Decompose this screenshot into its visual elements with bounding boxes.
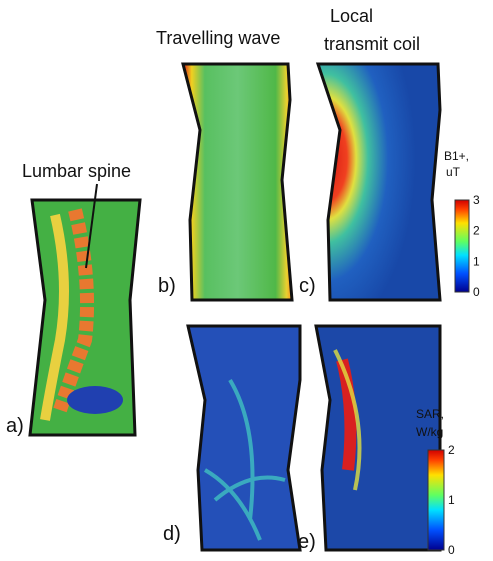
annotation: Lumbar spine — [22, 161, 131, 181]
column-title: Local — [330, 6, 373, 26]
figure: Lumbar spine a) b) c) Travelling wave Lo… — [0, 0, 493, 556]
region — [67, 386, 123, 414]
colorbar-tick: 3 — [473, 193, 480, 207]
colorbar-tick: 0 — [448, 543, 455, 556]
colorbar-tick: 1 — [448, 493, 455, 507]
colorbar-title: uT — [446, 165, 461, 179]
panel-label: c) — [299, 275, 316, 297]
colorbar — [455, 200, 469, 292]
colorbar-title: B1+, — [444, 149, 469, 163]
travelling-wave-b1 — [183, 64, 292, 300]
column-title: Travelling wave — [156, 28, 280, 48]
panel-label: e) — [298, 531, 316, 553]
colorbar-tick: 1 — [473, 254, 480, 268]
panel-label: d) — [163, 523, 181, 545]
colorbar-title: W/kg — [416, 425, 443, 439]
colorbar-title: SAR, — [416, 407, 444, 421]
colorbar-tick: 0 — [473, 285, 480, 299]
colorbar — [428, 450, 444, 550]
local-coil-b1 — [318, 64, 440, 300]
column-title: transmit coil — [324, 34, 420, 54]
colorbar-tick: 2 — [448, 443, 455, 457]
travelling-wave-sar — [188, 326, 300, 550]
panel-label: a) — [6, 415, 24, 437]
panel-label: b) — [158, 275, 176, 297]
colorbar-tick: 2 — [473, 224, 480, 238]
